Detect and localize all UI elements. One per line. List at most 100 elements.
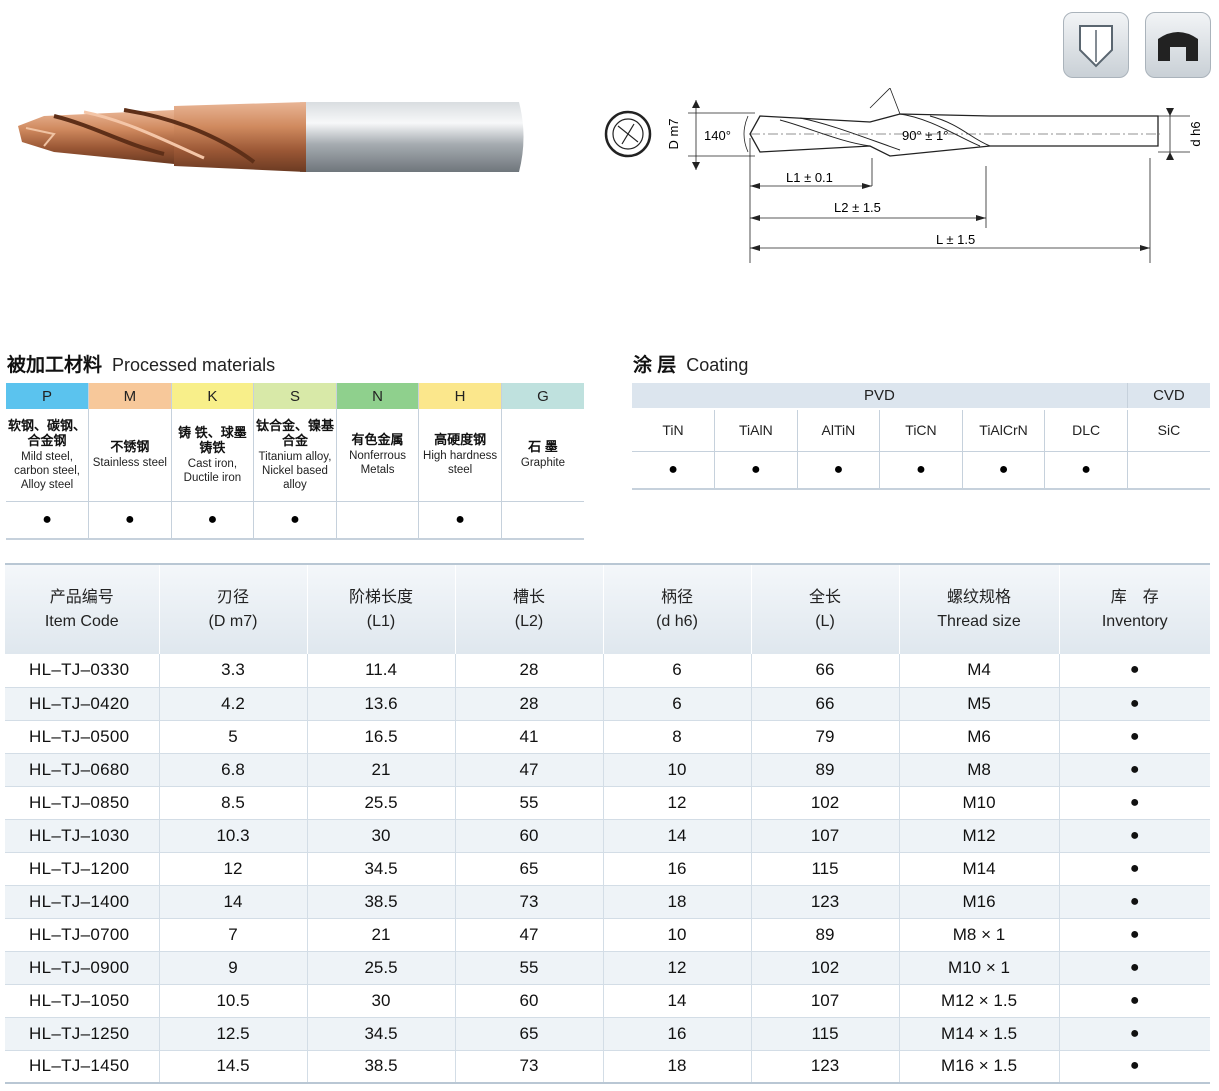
header-overall-length: 全长 (L) xyxy=(751,563,900,654)
diameter-cell: 10.3 xyxy=(159,819,308,853)
flute-length-cell: 41 xyxy=(455,720,604,754)
header-step-length: 阶梯长度 (L1) xyxy=(307,563,456,654)
inventory-cell: ● xyxy=(1059,654,1210,688)
header-diameter: 刃径 (D m7) xyxy=(159,563,308,654)
table-row: HL–TJ–0500 5 16.5 41 8 79 M6 ● xyxy=(5,720,1210,754)
coating-mark: ● xyxy=(879,451,963,489)
inventory-cell: ● xyxy=(1059,687,1210,721)
material-name-m: 不锈钢 Stainless steel xyxy=(88,409,172,501)
shank-diameter-cell: 8 xyxy=(603,720,752,754)
thread-size-cell: M10 × 1 xyxy=(899,951,1060,985)
header-thread-size: 螺纹规格 Thread size xyxy=(899,563,1060,654)
diameter-cell: 4.2 xyxy=(159,687,308,721)
spec-table: 产品编号 Item Code 刃径 (D m7) 阶梯长度 (L1) 槽长 (L2) 柄… xyxy=(5,563,1210,1084)
header-shank-diameter: 柄径 (d h6) xyxy=(603,563,752,654)
item-code-cell: HL–TJ–0330 xyxy=(5,654,160,688)
material-en: Cast iron, Ductile iron xyxy=(183,457,242,484)
flute-length-cell: 28 xyxy=(455,654,604,688)
inventory-cell: ● xyxy=(1059,885,1210,919)
item-code-cell: HL–TJ–1050 xyxy=(5,984,160,1018)
step-length-cell: 21 xyxy=(307,753,456,787)
inventory-cell: ● xyxy=(1059,951,1210,985)
shank-diameter-cell: 10 xyxy=(603,918,752,952)
material-mark-k: ● xyxy=(171,501,255,539)
header-cn: 螺纹规格 xyxy=(946,588,1011,606)
inventory-cell: ● xyxy=(1059,720,1210,754)
inventory-cell: ● xyxy=(1059,819,1210,853)
item-code-cell: HL–TJ–0700 xyxy=(5,918,160,952)
material-mark-n xyxy=(336,501,420,539)
thread-size-cell: M12 xyxy=(899,819,1060,853)
flute-length-cell: 55 xyxy=(455,786,604,820)
material-cn: 软钢、碳钢、合金钢 xyxy=(8,417,87,448)
header-en: (D m7) xyxy=(208,612,258,630)
step-length-cell: 30 xyxy=(307,819,456,853)
diameter-cell: 12 xyxy=(159,852,308,886)
shank-diameter-cell: 14 xyxy=(603,984,752,1018)
table-row: HL–TJ–1030 10.3 30 60 14 107 M12 ● xyxy=(5,819,1210,853)
overall-length-cell: 115 xyxy=(751,852,900,886)
spec-header-row: 产品编号 Item Code 刃径 (D m7) 阶梯长度 (L1) 槽长 (L2) 柄… xyxy=(5,563,1210,654)
materials-title: 被加工材料 Processed materials xyxy=(7,350,275,377)
material-mark-g xyxy=(501,501,584,539)
material-cn: 石 墨 xyxy=(528,439,558,455)
item-code-cell: HL–TJ–0900 xyxy=(5,951,160,985)
material-code-n: N xyxy=(336,383,420,409)
overall-length-cell: 66 xyxy=(751,654,900,688)
header-cn: 库 存 xyxy=(1110,588,1159,606)
material-en: Graphite xyxy=(520,457,565,470)
thread-size-cell: M14 × 1.5 xyxy=(899,1017,1060,1051)
shank-diameter-cell: 16 xyxy=(603,1017,752,1051)
flute-length-cell: 60 xyxy=(455,984,604,1018)
thread-size-cell: M10 xyxy=(899,786,1060,820)
technical-drawing: D m7 140° 90° ± 1° d h6 L1 ± 0.1 L2 ± 1.… xyxy=(604,88,1203,263)
shank-diameter-cell: 6 xyxy=(603,687,752,721)
overall-length-cell: 123 xyxy=(751,885,900,919)
inventory-cell: ● xyxy=(1059,1050,1210,1084)
material-name-g: 石 墨 Graphite xyxy=(501,409,584,501)
shank-diameter-cell: 14 xyxy=(603,819,752,853)
overall-length-cell: 89 xyxy=(751,753,900,787)
flute-length-cell: 65 xyxy=(455,1017,604,1051)
header-cn: 柄径 xyxy=(660,588,693,606)
coating-title: 涂 层 Coating xyxy=(633,350,748,377)
overall-length-cell: 89 xyxy=(751,918,900,952)
step-length-cell: 38.5 xyxy=(307,885,456,919)
coating-type: SiC xyxy=(1127,409,1210,452)
coating-title-cn: 涂 层 xyxy=(633,355,677,376)
material-mark-p: ● xyxy=(6,501,90,539)
thread-size-cell: M5 xyxy=(899,687,1060,721)
inventory-cell: ● xyxy=(1059,984,1210,1018)
coating-type: AlTiN xyxy=(797,409,881,452)
header-en: (L1) xyxy=(366,612,396,630)
material-name-h: 高硬度钢 High hardness steel xyxy=(418,409,502,501)
thread-size-cell: M16 × 1.5 xyxy=(899,1050,1060,1084)
coating-mark: ● xyxy=(714,451,798,489)
table-row: HL–TJ–1450 14.5 38.5 73 18 123 M16 × 1.5 ● xyxy=(5,1050,1210,1084)
coating-type: TiAlN xyxy=(714,409,798,452)
header-en: (L2) xyxy=(514,612,544,630)
material-cn: 不锈钢 xyxy=(110,439,150,455)
header-item-code: 产品编号 Item Code xyxy=(5,563,160,654)
flute-length-cell: 55 xyxy=(455,951,604,985)
step-angle-label: 90° ± 1° xyxy=(902,128,948,143)
overall-length-cell: 107 xyxy=(751,819,900,853)
step-length-cell: 25.5 xyxy=(307,786,456,820)
inventory-cell: ● xyxy=(1059,753,1210,787)
material-cn: 钛合金、镍基合金 xyxy=(255,417,334,448)
material-cn: 有色金属 xyxy=(351,432,404,448)
flute-length-cell: 47 xyxy=(455,753,604,787)
step-length-cell: 34.5 xyxy=(307,1017,456,1051)
dia-label: D m7 xyxy=(666,118,681,149)
l-label: L ± 1.5 xyxy=(936,232,975,247)
shank-diameter-cell: 16 xyxy=(603,852,752,886)
material-cn: 铸 铁、球墨铸铁 xyxy=(178,424,247,455)
table-row: HL–TJ–1250 12.5 34.5 65 16 115 M14 × 1.5 ● xyxy=(5,1017,1210,1051)
material-code-h: H xyxy=(418,383,502,409)
material-en: Nonferrous Metals xyxy=(349,450,406,477)
diameter-cell: 14 xyxy=(159,885,308,919)
item-code-cell: HL–TJ–1200 xyxy=(5,852,160,886)
step-hole-icon xyxy=(1145,12,1211,78)
coating-type: TiN xyxy=(632,409,716,452)
diameter-cell: 12.5 xyxy=(159,1017,308,1051)
